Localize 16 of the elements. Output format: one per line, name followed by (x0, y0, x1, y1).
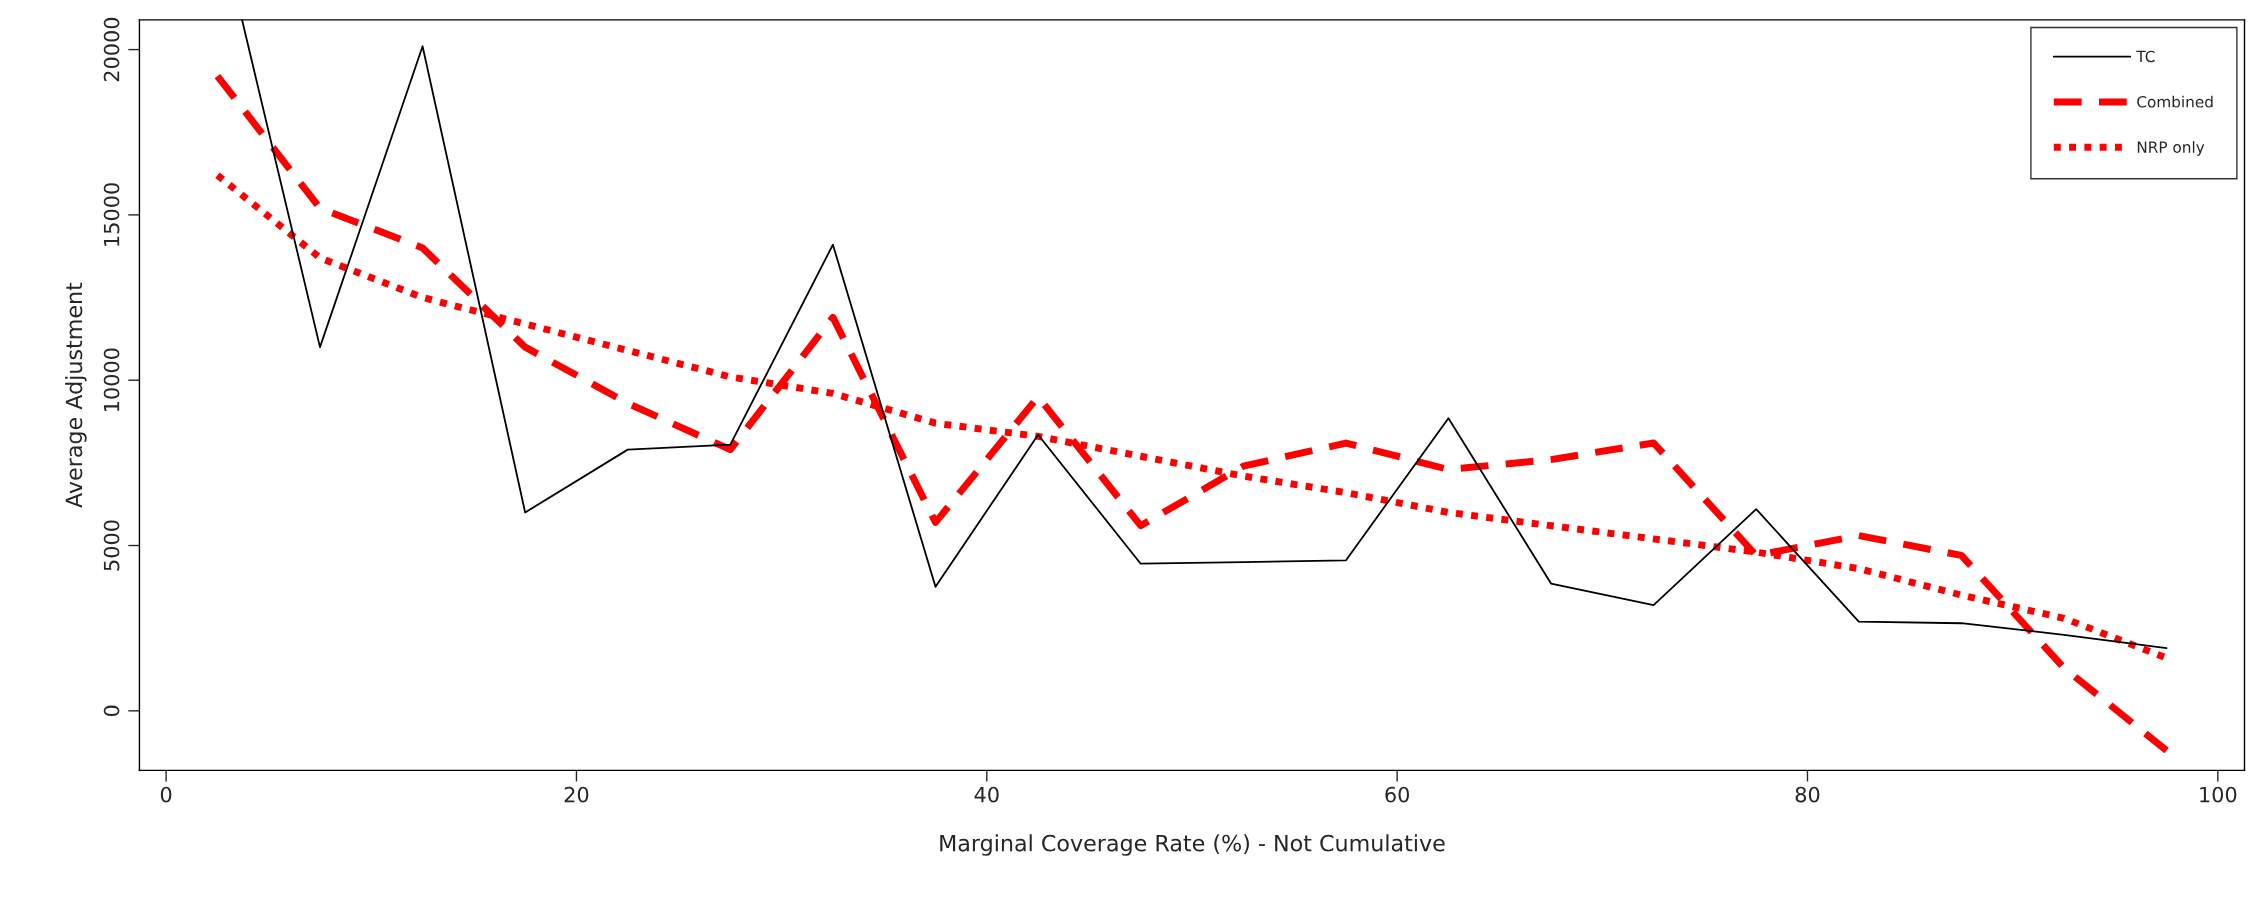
y-tick-label: 0 (103, 705, 120, 717)
legend-label: TC (2136, 50, 2155, 63)
legend-label: Combined (2137, 95, 2213, 108)
x-tick-label: 20 (564, 786, 589, 803)
y-tick-label: 15000 (103, 183, 120, 246)
x-tick-label: 100 (2200, 786, 2237, 803)
x-tick-label: 0 (160, 786, 172, 803)
y-tick-label: 10000 (103, 348, 120, 412)
y-axis-title: Average Adjustment (65, 282, 87, 508)
x-tick-label: 80 (1795, 786, 1820, 803)
x-tick-label: 60 (1385, 786, 1410, 803)
y-tick-label: 5000 (103, 520, 120, 571)
legend-label: NRP only (2137, 141, 2205, 156)
y-tick-label: 20000 (103, 17, 120, 82)
x-axis-title: Marginal Coverage Rate (%) - Not Cumulative (940, 834, 1445, 856)
x-tick-label: 40 (974, 786, 999, 803)
